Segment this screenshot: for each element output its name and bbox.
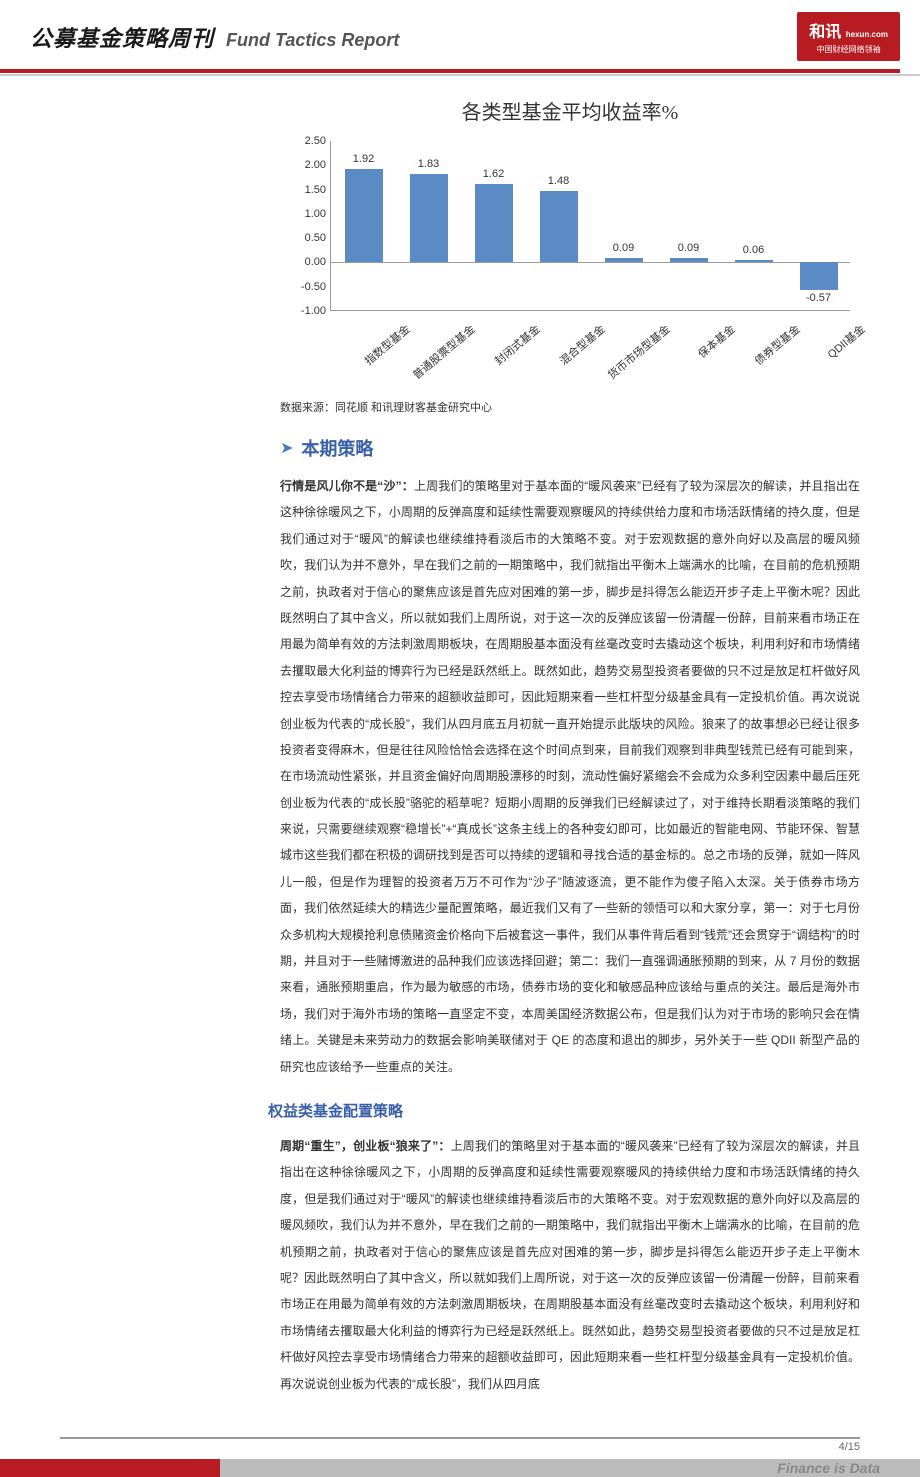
- section-header-main: ➤ 本期策略: [280, 435, 860, 461]
- x-axis-label: 保本基金: [666, 321, 738, 385]
- footer-bar: Finance is Data: [0, 1459, 920, 1477]
- footer-brand: Finance is Data: [777, 1460, 880, 1476]
- y-tick-label: 0.00: [286, 256, 326, 268]
- header-titles: 公募基金策略周刊 Fund Tactics Report: [30, 21, 399, 53]
- header-red-bar: [0, 69, 900, 73]
- x-axis-label: 封闭式基金: [471, 321, 543, 385]
- chart-bar: [410, 174, 448, 263]
- bar-value-label: 1.83: [404, 158, 454, 170]
- y-tick-label: 1.50: [286, 184, 326, 196]
- y-tick-label: 2.50: [286, 135, 326, 147]
- chart-title: 各类型基金平均收益率%: [280, 96, 860, 125]
- bar-value-label: 0.09: [599, 242, 649, 254]
- chart-bar: [670, 258, 708, 262]
- chart-plot-area: -1.00-0.500.000.501.001.502.002.501.92指数…: [330, 141, 850, 311]
- x-axis-label: 指数型基金: [341, 321, 413, 385]
- y-tick-label: 1.00: [286, 208, 326, 220]
- x-axis-label: 货币市场型基金: [601, 321, 673, 385]
- page-number: 4/15: [839, 1441, 860, 1453]
- chart-container: 各类型基金平均收益率% -1.00 -0.50 0.00 0.50 1.00 1.50 2.…: [280, 96, 860, 391]
- section-title-equity: 权益类基金配置策略: [268, 1100, 860, 1121]
- title-cn: 公募基金策略周刊: [30, 21, 214, 53]
- bar-value-label: 1.48: [534, 175, 584, 187]
- chart-bar: [800, 262, 838, 290]
- footer-red-block: [0, 1459, 220, 1477]
- bar-value-label: 0.09: [664, 242, 714, 254]
- title-en: Fund Tactics Report: [226, 30, 399, 51]
- chart-bar: [345, 169, 383, 262]
- footer: 4/15 Finance is Data: [0, 1437, 920, 1477]
- content: 各类型基金平均收益率% -1.00 -0.50 0.00 0.50 1.00 1.50 2.…: [0, 76, 920, 1417]
- main-body: 行情是风儿你不是“沙”：上周我们的策略里对于基本面的“暖风袭来”已经有了较为深层…: [280, 473, 860, 1080]
- bar-chart: -1.00 -0.50 0.00 0.50 1.00 1.50 2.00 2.50 1.92 指数…: [280, 131, 860, 391]
- logo-sub: 中国财经网络领袖: [809, 44, 888, 55]
- equity-lead: 周期“重生”，创业板“狼来了”：: [280, 1139, 451, 1153]
- bar-value-label: 1.92: [339, 153, 389, 165]
- chart-bar: [475, 184, 513, 263]
- header: 公募基金策略周刊 Fund Tactics Report 和讯 hexun.co…: [0, 0, 920, 69]
- equity-text: 上周我们的策略里对于基本面的“暖风袭来”已经有了较为深层次的解读，并且指出在这种…: [280, 1139, 860, 1391]
- page: 公募基金策略周刊 Fund Tactics Report 和讯 hexun.co…: [0, 0, 920, 1477]
- footer-page-row: 4/15: [0, 1441, 920, 1453]
- y-tick-label: -1.00: [286, 305, 326, 317]
- chart-bar: [540, 191, 578, 263]
- main-lead: 行情是风儿你不是“沙”：: [280, 479, 414, 493]
- x-axis-label: 普通股票型基金: [406, 321, 478, 385]
- logo: 和讯 hexun.com 中国财经网络领袖: [797, 12, 900, 61]
- arrow-right-icon: ➤: [280, 438, 293, 458]
- x-axis-label: 债券型基金: [731, 321, 803, 385]
- chart-zero-line: [331, 262, 850, 263]
- bar-value-label: 0.06: [729, 244, 779, 256]
- x-axis-label: 混合型基金: [536, 321, 608, 385]
- section-title-main: 本期策略: [301, 435, 373, 461]
- x-axis-label: QDII基金: [796, 321, 868, 385]
- y-tick-label: 0.50: [286, 232, 326, 244]
- main-text: 上周我们的策略里对于基本面的“暖风袭来”已经有了较为深层次的解读，并且指出在这种…: [280, 479, 860, 1074]
- footer-rule: [60, 1437, 860, 1439]
- chart-source: 数据来源：同花顺 和讯理财客基金研究中心: [280, 399, 860, 415]
- bar-value-label: -0.57: [794, 292, 844, 304]
- bar-value-label: 1.62: [469, 168, 519, 180]
- equity-body: 周期“重生”，创业板“狼来了”：上周我们的策略里对于基本面的“暖风袭来”已经有了…: [280, 1133, 860, 1397]
- chart-bar: [735, 260, 773, 263]
- y-tick-label: -0.50: [286, 281, 326, 293]
- chart-bar: [605, 258, 643, 262]
- logo-main: 和讯 hexun.com: [809, 18, 888, 42]
- footer-gray-block: Finance is Data: [220, 1459, 920, 1477]
- y-tick-label: 2.00: [286, 159, 326, 171]
